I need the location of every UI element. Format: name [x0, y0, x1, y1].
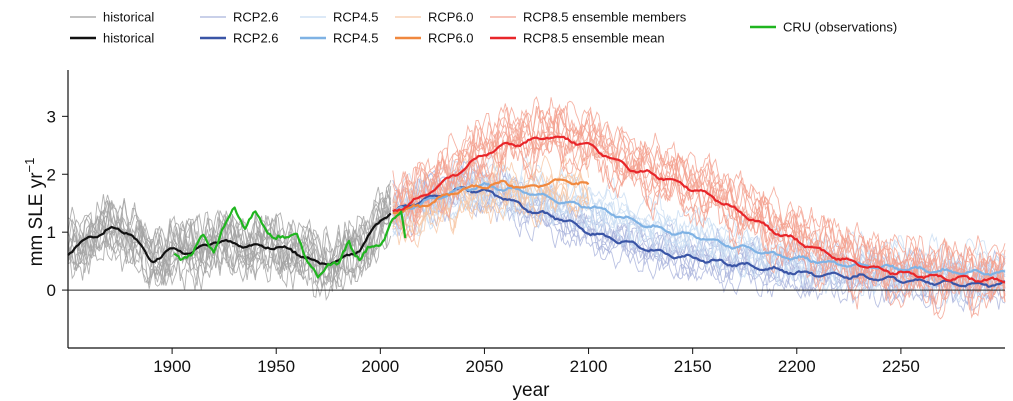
legend-label: RCP8.5 ensemble members	[523, 10, 687, 25]
legend-label: historical	[103, 31, 154, 46]
ensemble-member-line	[392, 96, 1006, 288]
series-mean-line	[173, 206, 407, 279]
ensemble-member-line	[392, 151, 1006, 278]
legend-label: RCP2.6	[233, 31, 279, 46]
legend-label: historical	[103, 10, 154, 25]
historical-member-line	[67, 199, 392, 298]
y-tick-label: 0	[47, 281, 56, 300]
series-mean-line	[67, 212, 392, 266]
series-mean-line	[392, 135, 1006, 284]
legend-label: RCP8.5 ensemble mean	[523, 31, 665, 46]
series-mean-line	[392, 186, 1006, 288]
ensemble-member-line	[392, 103, 1006, 291]
series-means	[67, 135, 1006, 288]
x-tick-label: 2050	[466, 357, 504, 376]
y-tick-label: 1	[47, 223, 56, 242]
historical-member-line	[67, 180, 392, 292]
legend-label: RCP6.0	[428, 10, 474, 25]
x-tick-label: 2100	[570, 357, 608, 376]
y-tick-label: 3	[47, 107, 56, 126]
ensemble-member-line	[392, 162, 590, 230]
historical-member-line	[67, 186, 392, 286]
ensemble-member-line	[392, 97, 1006, 290]
x-tick-label: 2150	[674, 357, 712, 376]
y-tick-label: 2	[47, 165, 56, 184]
series-mean-line	[392, 181, 1006, 277]
legend-label: CRU (observations)	[783, 20, 897, 35]
y-axis-label: mm SLE yr−1	[22, 158, 47, 267]
axes: 1900 1950 2000 2050 2100 2150 2200 2250 0 1 2 3	[47, 70, 1005, 376]
series-mean-line	[392, 178, 590, 215]
y-axis-label-main: mm SLE yr	[26, 172, 47, 267]
ensemble-member-line	[392, 181, 1006, 311]
x-axis-label: year	[513, 380, 551, 401]
x-tick-label: 2000	[361, 357, 399, 376]
x-tick-label: 2250	[882, 357, 920, 376]
y-axis-label-exponent: −1	[22, 158, 37, 173]
legend-label: RCP4.5	[333, 10, 379, 25]
legend-label: RCP6.0	[428, 31, 474, 46]
x-tick-label: 1900	[153, 357, 191, 376]
ensemble-members	[67, 96, 1006, 320]
ensemble-member-line	[392, 175, 590, 249]
x-tick-label: 1950	[257, 357, 295, 376]
legend: historical historical RCP2.6 RCP2.6 RCP4.5 RC…	[70, 10, 897, 46]
x-tick-label: 2200	[778, 357, 816, 376]
legend-label: RCP2.6	[233, 10, 279, 25]
legend-label: RCP4.5	[333, 31, 379, 46]
